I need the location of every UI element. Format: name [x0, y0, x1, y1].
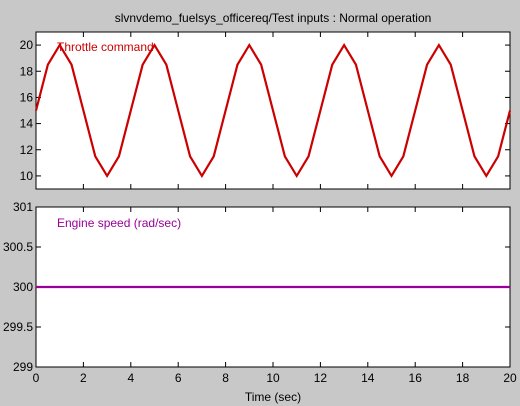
series-label: Throttle command — [57, 40, 154, 54]
y-tick-label: 300.5 — [3, 240, 33, 254]
y-tick-label: 16 — [20, 90, 34, 104]
y-tick-label: 10 — [20, 169, 34, 183]
series-line-1-1 — [34, 42, 512, 179]
x-tick-label: 2 — [80, 371, 87, 385]
axes-2: 299 299.5 300 300.5 301 0 2 4 6 8 10 12 14 16 18 20 Time… — [3, 200, 517, 404]
y-tick-label: 299.5 — [3, 320, 33, 334]
x-tick-label: 16 — [409, 371, 423, 385]
y-tick-label: 18 — [20, 64, 34, 78]
y-tick-label: 301 — [13, 200, 33, 214]
y-tick-label: 20 — [20, 38, 34, 52]
x-tick-label: 10 — [266, 371, 280, 385]
x-axis-label: Time (sec) — [245, 390, 301, 404]
axes-1: slvnvdemo_fuelsys_officereq/Test inputs … — [20, 11, 512, 190]
y-tick-label: 12 — [20, 143, 34, 157]
x-tick-label: 20 — [503, 371, 517, 385]
x-tick-label: 6 — [175, 371, 182, 385]
x-tick-label: 18 — [456, 371, 470, 385]
y-tick-label: 300 — [13, 280, 33, 294]
x-tick-label: 4 — [127, 371, 134, 385]
x-tick-label: 14 — [361, 371, 375, 385]
y-tick-label: 14 — [20, 117, 34, 131]
x-tick-label: 8 — [222, 371, 229, 385]
y-tick-label: 299 — [13, 360, 33, 374]
x-tick-label: 0 — [33, 371, 40, 385]
chart-title: slvnvdemo_fuelsys_officereq/Test inputs … — [115, 11, 432, 25]
x-tick-label: 12 — [314, 371, 328, 385]
series-label: Engine speed (rad/sec) — [57, 216, 181, 230]
